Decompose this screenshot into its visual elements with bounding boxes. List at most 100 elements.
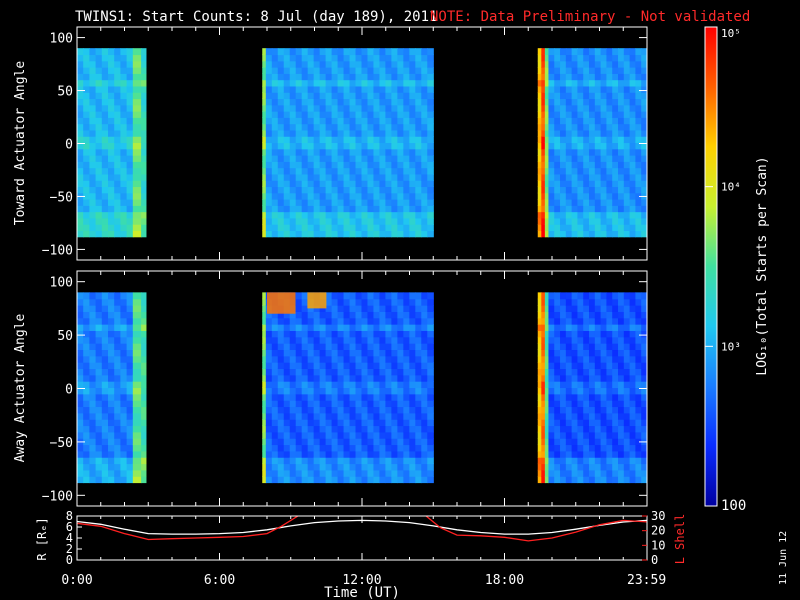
heatmap-cell [379, 412, 387, 420]
heatmap-cell [612, 224, 619, 232]
heatmap-cell [565, 123, 573, 131]
heatmap-cell [544, 173, 550, 181]
heatmap-cell [349, 457, 357, 465]
heatmap-cell [415, 349, 422, 357]
heatmap-cell [541, 355, 546, 363]
heatmap-cell [635, 400, 642, 408]
heatmap-cell [108, 381, 115, 389]
heatmap-cell [554, 73, 561, 81]
heatmap-cell [89, 374, 97, 382]
heatmap-cell [635, 192, 642, 200]
heatmap-cell [313, 79, 321, 87]
heatmap-cell [114, 362, 122, 370]
heatmap-cell [612, 186, 619, 194]
heatmap-cell [541, 54, 546, 62]
heatmap-cell [295, 343, 303, 351]
heatmap-cell [379, 469, 387, 477]
heatmap-cell [629, 123, 637, 131]
right-tick-label: 0 [651, 553, 658, 567]
heatmap-cell [343, 136, 351, 144]
heatmap-cell [409, 438, 416, 446]
heatmap-cell [313, 419, 321, 427]
heatmap-cell [83, 155, 91, 162]
heatmap-cell [537, 400, 542, 408]
heatmap-cell [600, 117, 608, 125]
heatmap-cell [403, 161, 410, 169]
heatmap-cell [577, 104, 584, 112]
heatmap-cell [132, 324, 142, 331]
heatmap-cell [77, 419, 84, 427]
heatmap-cell [541, 336, 546, 344]
heatmap-cell [265, 469, 273, 477]
heatmap-cell [101, 192, 109, 200]
heatmap-cell [415, 311, 422, 319]
heatmap-cell [554, 412, 561, 420]
heatmap-cell [600, 330, 608, 338]
heatmap-cell [635, 343, 642, 351]
heatmap-cell [397, 173, 404, 181]
heatmap-cell [108, 336, 115, 344]
heatmap-cell [313, 362, 321, 370]
heatmap-cell [623, 85, 631, 93]
heatmap-cell [560, 205, 567, 213]
heatmap-cell [265, 186, 273, 194]
heatmap-cell [397, 457, 404, 465]
heatmap-cell [544, 450, 550, 458]
heatmap-cell [319, 412, 327, 420]
heatmap-cell [537, 79, 542, 87]
heatmap-cell [589, 387, 596, 395]
heatmap-cell [83, 400, 91, 408]
heatmap-cell [541, 324, 546, 331]
heatmap-cell [397, 67, 404, 74]
heatmap-cell [373, 85, 381, 93]
heatmap-cell [325, 431, 333, 439]
heatmap-cell [283, 54, 291, 62]
heatmap-cell [141, 298, 147, 306]
heatmap-cell [349, 469, 357, 477]
heatmap-cell [589, 374, 596, 382]
heatmap-cell [544, 67, 550, 74]
heatmap-cell [606, 362, 613, 370]
heatmap-cell [379, 381, 387, 389]
heatmap-cell [120, 368, 128, 376]
heatmap-cell [126, 173, 134, 181]
heatmap-cell [295, 192, 303, 200]
heatmap-cell [427, 198, 434, 206]
heatmap-cell [612, 48, 619, 56]
heatmap-cell [635, 406, 642, 414]
heatmap-cell [379, 60, 387, 68]
heatmap-cell [319, 317, 327, 325]
heatmap-cell [355, 180, 363, 188]
heatmap-cell [421, 205, 428, 213]
heatmap-cell [307, 54, 315, 62]
heatmap-cell [313, 224, 321, 232]
heatmap-cell [295, 180, 303, 188]
heatmap-cell [108, 400, 115, 408]
heatmap-cell [132, 85, 142, 93]
heatmap-cell [126, 155, 134, 162]
heatmap-cell [554, 298, 561, 306]
heatmap-cell [307, 450, 315, 458]
heatmap-cell [355, 186, 363, 194]
heatmap-cell [594, 123, 602, 131]
heatmap-cell [120, 180, 128, 188]
heatmap-cell [77, 211, 84, 219]
heatmap-cell [544, 104, 550, 112]
heatmap-cell [126, 217, 134, 225]
heatmap-cell [301, 198, 309, 206]
heatmap-cell [141, 305, 147, 312]
heatmap-cell [641, 469, 647, 477]
heatmap-cell [108, 92, 115, 100]
heatmap-cell [277, 406, 285, 414]
heatmap-cell [132, 186, 142, 194]
heatmap-cell [114, 305, 122, 312]
heatmap-cell [379, 192, 387, 200]
heatmap-cell [331, 211, 339, 219]
heatmap-cell [295, 123, 303, 131]
heatmap-cell [132, 198, 142, 206]
heatmap-cell [77, 343, 84, 351]
heatmap-cell [606, 387, 613, 395]
heatmap-cell [114, 393, 122, 401]
heatmap-cell [101, 230, 109, 238]
heatmap-cell [589, 330, 596, 338]
